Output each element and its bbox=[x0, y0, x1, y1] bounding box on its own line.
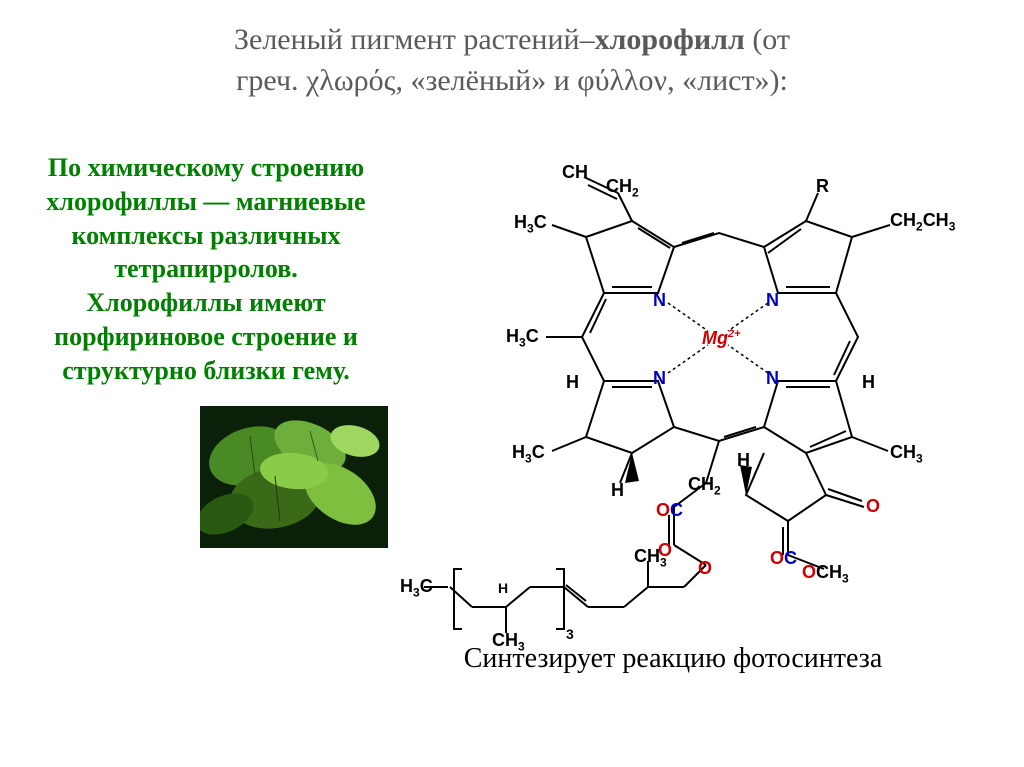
atom-ch2-prop: CH2 bbox=[688, 475, 721, 497]
green-line: Хлорофиллы имеют bbox=[86, 288, 325, 317]
repeat-3: 3 bbox=[566, 627, 574, 641]
atom-h3c-ll: H3C bbox=[512, 443, 545, 465]
green-description: По химическому строению хлорофиллы — маг… bbox=[6, 151, 406, 388]
atom-h3c-ul: H3C bbox=[514, 213, 547, 235]
atom-h-right: H bbox=[862, 373, 875, 391]
green-line: тетрапирролов. bbox=[114, 254, 298, 283]
atom-mg: Mg2+ bbox=[702, 329, 741, 347]
green-line: хлорофиллы — магниевые bbox=[46, 187, 365, 216]
title-part-c: (от bbox=[752, 23, 790, 56]
body-row: По химическому строению хлорофиллы — маг… bbox=[0, 151, 1024, 671]
atom-n3: N bbox=[653, 369, 666, 387]
atom-oc-left: OC bbox=[656, 501, 683, 519]
green-line: По химическому строению bbox=[48, 153, 364, 182]
atom-h3c-ml: H3C bbox=[506, 327, 539, 349]
atom-r: R bbox=[816, 177, 829, 195]
structure-caption: Синтезирует реакцию фотосинтеза bbox=[366, 643, 980, 675]
chlorophyll-structure: CH CH2 R H3C CH2CH3 H3C N N N N Mg2+ H H… bbox=[406, 151, 1020, 671]
atom-tail-h3c: H3C bbox=[400, 577, 433, 599]
atom-och3: OCH3 bbox=[802, 563, 849, 585]
atom-tail-ch3b: CH3 bbox=[634, 547, 667, 569]
left-column: По химическому строению хлорофиллы — маг… bbox=[6, 151, 406, 671]
atom-n4: N bbox=[766, 369, 779, 387]
atom-ch: CH bbox=[562, 163, 588, 181]
atom-n1: N bbox=[653, 291, 666, 309]
green-line: комплексы различных bbox=[71, 221, 340, 250]
atom-h-low: H bbox=[611, 481, 624, 499]
green-line: структурно близки гему. bbox=[62, 356, 350, 385]
atom-ch2: CH2 bbox=[606, 177, 639, 199]
atom-ch2ch3: CH2CH3 bbox=[890, 211, 955, 233]
atom-h-left: H bbox=[566, 373, 579, 391]
atom-tail-h: H bbox=[498, 581, 508, 595]
title-line2: греч. χλωρός, «зелёный» и φύλλον, «лист»… bbox=[236, 64, 788, 97]
title-bold: хлорофилл bbox=[595, 23, 753, 56]
slide-title: Зеленый пигмент растений–хлорофилл (от г… bbox=[0, 0, 1024, 101]
atom-n2: N bbox=[766, 291, 779, 309]
title-part-a: Зеленый пигмент растений– bbox=[234, 23, 595, 56]
atom-o-ketone: O bbox=[866, 497, 880, 515]
leaf-photo bbox=[200, 406, 388, 548]
atom-ch3-lr: CH3 bbox=[890, 443, 923, 465]
atom-o-ester2: O bbox=[698, 559, 712, 577]
atom-h-ring-e: H bbox=[737, 451, 750, 469]
green-line: порфириновое строение и bbox=[54, 322, 358, 351]
atom-oc-right: OC bbox=[770, 549, 797, 567]
